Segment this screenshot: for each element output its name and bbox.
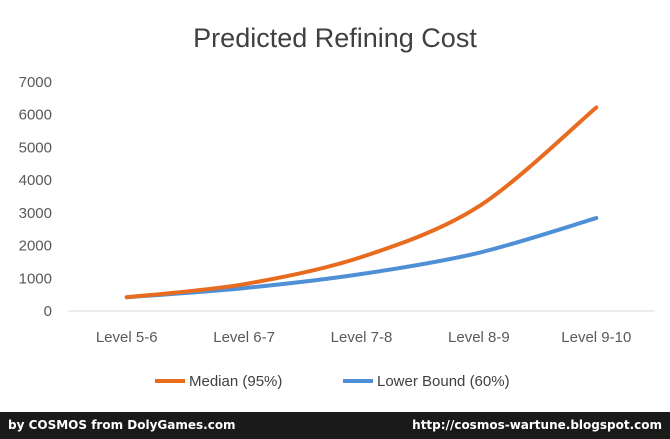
- series-line-2: [124, 216, 599, 300]
- legend-label-1: Median (95%): [189, 373, 282, 390]
- y-tick-label-5000: 5000: [19, 139, 52, 156]
- x-tick-label-2: Level 6-7: [213, 329, 275, 346]
- chart-area: Predicted Refining Cost 0 1000 2000 3000 400…: [18, 23, 655, 390]
- y-tick-label-1000: 1000: [19, 270, 52, 287]
- y-tick-label-4000: 4000: [19, 172, 52, 189]
- chart-title: Predicted Refining Cost: [193, 23, 477, 53]
- series-layer: [124, 105, 599, 300]
- x-tick-label-3: Level 7-8: [331, 329, 393, 346]
- x-axis: Level 5-6 Level 6-7 Level 7-8 Level 8-9 Leve…: [68, 310, 655, 346]
- series-line-1: [124, 105, 599, 300]
- line-chart: Predicted Refining Cost 0 1000 2000 3000 400…: [19, 23, 655, 390]
- x-tick-label-1: Level 5-6: [96, 329, 158, 346]
- footer-blog-url[interactable]: http://cosmos-wartune.blogspot.com: [412, 418, 662, 432]
- y-tick-label-2000: 2000: [19, 238, 52, 255]
- footer-credit: by COSMOS from DolyGames.com: [8, 418, 236, 432]
- legend-label-2: Lower Bound (60%): [377, 373, 510, 390]
- y-tick-label-0: 0: [44, 303, 52, 320]
- x-tick-label-5: Level 9-10: [561, 329, 631, 346]
- legend: Median (95%) Lower Bound (60%): [155, 373, 510, 390]
- x-tick-label-4: Level 8-9: [448, 329, 510, 346]
- footer-banner: by COSMOS from DolyGames.com http://cosm…: [0, 412, 670, 439]
- y-tick-label-7000: 7000: [19, 74, 52, 91]
- y-tick-label-6000: 6000: [19, 107, 52, 124]
- y-tick-label-3000: 3000: [19, 205, 52, 222]
- y-axis: 0 1000 2000 3000 4000 5000 6000 7000: [19, 74, 52, 320]
